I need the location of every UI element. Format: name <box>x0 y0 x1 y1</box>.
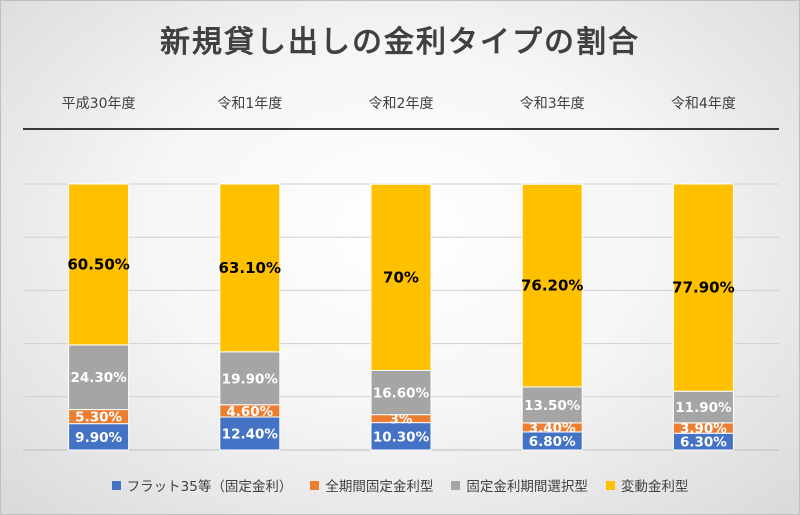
category-label: 令和4年度 <box>671 96 736 112</box>
data-label: 13.50% <box>524 398 581 414</box>
data-label: 77.90% <box>672 279 734 297</box>
legend-item: 全期間固定金利型 <box>310 475 433 495</box>
bar-segment <box>68 423 130 451</box>
data-label: 70% <box>383 268 419 286</box>
category-label: 平成30年度 <box>62 96 136 112</box>
bar-segment <box>370 183 432 371</box>
legend-label: 全期間固定金利型 <box>325 479 434 495</box>
bar-segment <box>672 183 734 392</box>
data-label: 10.30% <box>373 429 430 445</box>
data-label: 5.30% <box>75 410 122 426</box>
bar-segment <box>521 183 583 388</box>
category-label: 令和1年度 <box>217 96 282 112</box>
data-label: 24.30% <box>70 370 127 386</box>
data-label: 4.60% <box>226 404 273 420</box>
data-label: 16.60% <box>373 386 430 402</box>
data-label: 63.10% <box>219 259 281 277</box>
category-header-rule <box>23 128 779 130</box>
legend-item: 固定金利期間選択型 <box>451 475 588 495</box>
data-label: 3.90% <box>680 421 727 437</box>
data-label: 3.40% <box>529 420 576 436</box>
bar-segment <box>521 386 583 424</box>
chart-title: 新規貸し出しの金利タイプの割合 <box>160 25 640 60</box>
legend-label: 固定金利期間選択型 <box>466 479 588 495</box>
legend-label: 変動金利型 <box>620 479 689 495</box>
data-label: 19.90% <box>222 371 279 387</box>
legend-item: フラット35等（固定金利） <box>111 475 293 495</box>
category-label: 令和3年度 <box>520 96 585 112</box>
data-label: 6.30% <box>680 435 727 451</box>
data-label: 3% <box>390 412 413 428</box>
data-label: 6.80% <box>529 434 576 450</box>
bar-segment <box>68 183 130 346</box>
bar-segment <box>672 390 734 424</box>
legend-swatch <box>605 480 615 490</box>
data-label: 76.20% <box>521 277 583 295</box>
bar-segment <box>370 369 432 416</box>
bar-segment <box>219 416 281 451</box>
legend-swatch <box>310 480 320 490</box>
data-label: 11.90% <box>675 400 732 416</box>
legend-swatch <box>111 480 121 490</box>
data-label: 9.90% <box>75 430 122 446</box>
legend: フラット35等（固定金利） 全期間固定金利型 固定金利期間選択型 変動金利型 <box>1 475 799 495</box>
legend-swatch <box>451 480 461 490</box>
bar-segment <box>68 344 130 411</box>
bar-segment <box>219 183 281 353</box>
category-label: 令和2年度 <box>369 96 434 112</box>
data-label: 60.50% <box>67 255 129 273</box>
legend-item: 変動金利型 <box>605 475 689 495</box>
data-label: 12.40% <box>222 427 279 443</box>
legend-label: フラット35等（固定金利） <box>126 479 293 495</box>
